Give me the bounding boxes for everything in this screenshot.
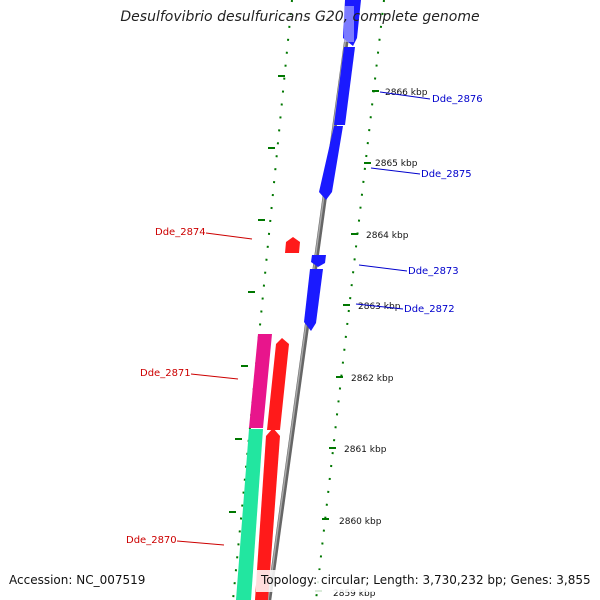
left-ring-marks — [229, 75, 285, 513]
gene-label-dde2875[interactable]: Dde_2875 — [421, 169, 472, 180]
footer-topology-bg — [256, 570, 594, 592]
gene-arrow-dde2874[interactable] — [285, 237, 300, 253]
gene-block-dde2871[interactable] — [249, 334, 272, 428]
gene-label-dde2872[interactable]: Dde_2872 — [404, 304, 455, 315]
tick-label: 2866 kbp — [385, 88, 428, 98]
tick-label: 2863 kbp — [358, 302, 401, 312]
gene-label-dde2874[interactable]: Dde_2874 — [155, 227, 206, 238]
gene-arrow-dde2876[interactable] — [334, 47, 355, 125]
tick-label: 2859 kbp — [333, 589, 376, 599]
tick-label: 2861 kbp — [344, 445, 387, 455]
gene-arrow-dde2872[interactable] — [304, 269, 323, 331]
tick-label: 2862 kbp — [351, 374, 394, 384]
tick-marks — [315, 90, 379, 592]
tick-label: 2865 kbp — [375, 159, 418, 169]
gene-arrow-red-long-2[interactable] — [255, 428, 280, 600]
tick-label: 2864 kbp — [366, 231, 409, 241]
outer-cds-track — [236, 334, 272, 600]
tick-labels: 2866 kbp 2865 kbp 2864 kbp 2863 kbp 2862… — [333, 88, 428, 599]
reverse-cds-track — [255, 237, 300, 600]
gene-arrow-dde2873[interactable] — [311, 255, 326, 267]
genome-title: Desulfovibrio desulfuricans G20, complet… — [120, 9, 480, 25]
gene-label-dde2873[interactable]: Dde_2873 — [408, 266, 459, 277]
gene-arrow-dde2875[interactable] — [319, 126, 343, 200]
gene-arrow-red-long-1[interactable] — [267, 338, 289, 430]
forward-cds-track — [304, 0, 361, 331]
leader-lines — [176, 91, 431, 546]
gene-label-dde2871[interactable]: Dde_2871 — [140, 368, 191, 379]
gene-label-dde2876[interactable]: Dde_2876 — [432, 94, 483, 105]
gene-label-dde2870[interactable]: Dde_2870 — [126, 535, 177, 546]
accession-text: Accession: NC_007519 — [9, 573, 146, 587]
topology-text: Topology: circular; Length: 3,730,232 bp… — [261, 573, 591, 587]
gene-labels: Dde_2876 Dde_2875 Dde_2874 Dde_2873 Dde_… — [126, 94, 483, 546]
tick-label: 2860 kbp — [339, 517, 382, 527]
gene-block-dde2870[interactable] — [236, 429, 263, 600]
